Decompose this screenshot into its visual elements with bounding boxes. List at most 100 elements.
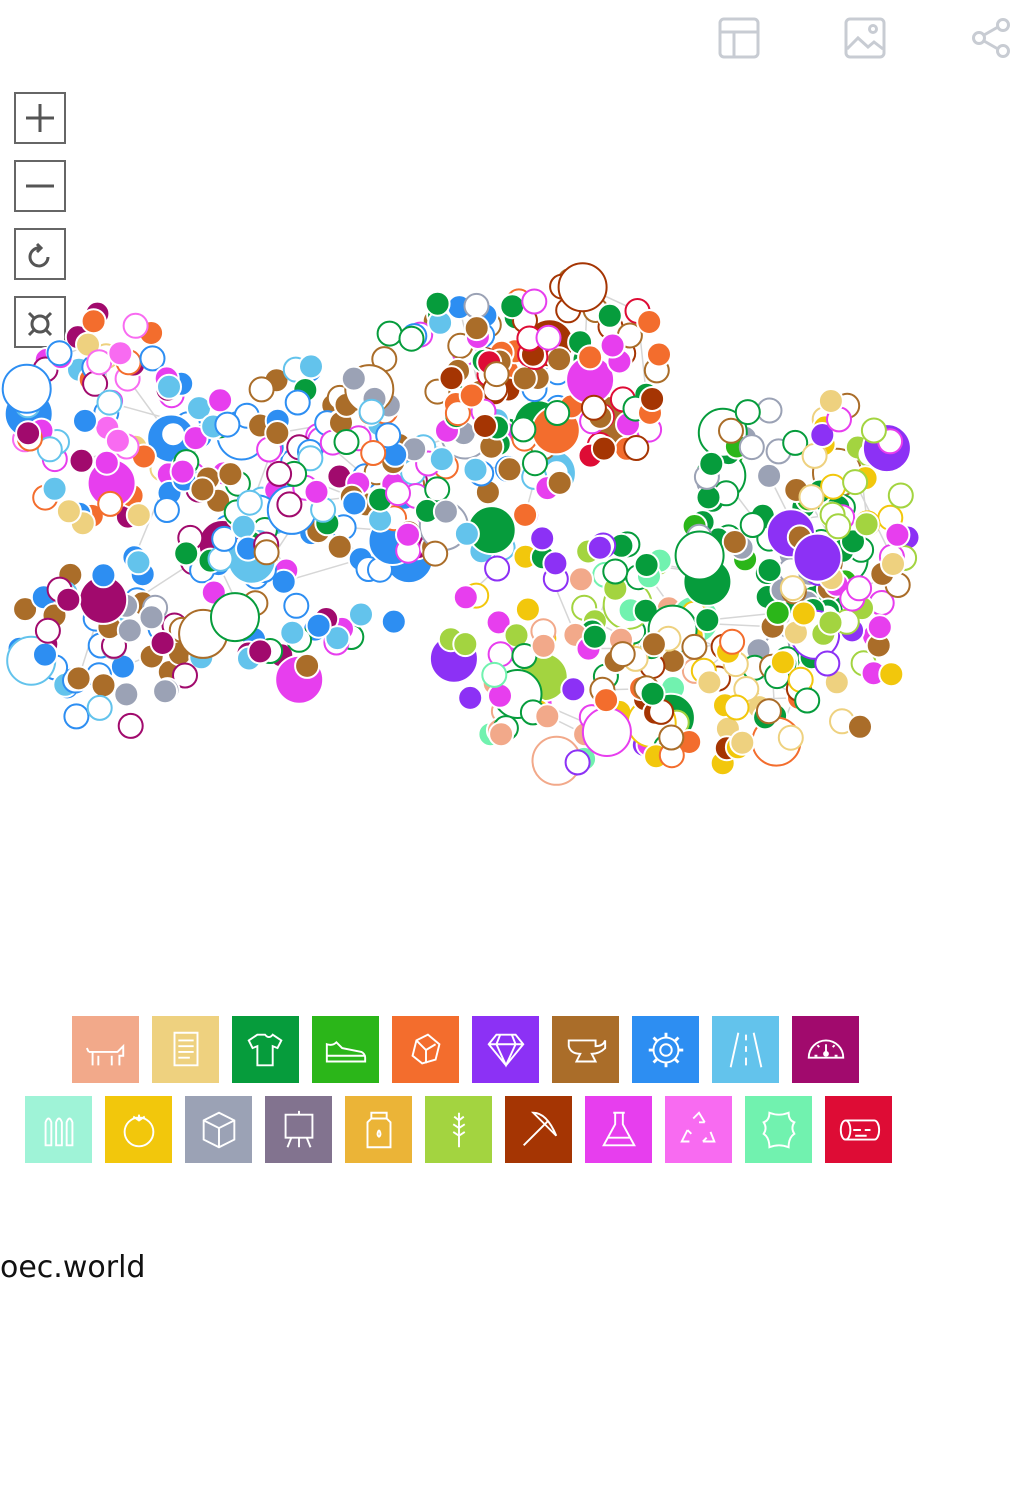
- product-node[interactable]: [568, 566, 594, 593]
- product-node[interactable]: [488, 721, 515, 748]
- network-nodes[interactable]: [1, 262, 921, 786]
- product-node[interactable]: [432, 498, 459, 525]
- product-node[interactable]: [590, 435, 617, 462]
- product-node[interactable]: [496, 456, 523, 483]
- product-node[interactable]: [860, 417, 887, 444]
- product-node[interactable]: [790, 600, 817, 627]
- product-node[interactable]: [887, 482, 914, 509]
- product-node[interactable]: [602, 558, 629, 585]
- product-node[interactable]: [122, 312, 149, 339]
- product-node[interactable]: [80, 308, 107, 335]
- product-node[interactable]: [560, 676, 587, 703]
- product-node[interactable]: [116, 617, 143, 644]
- product-node[interactable]: [817, 609, 844, 636]
- product-node[interactable]: [326, 533, 353, 560]
- product-node[interactable]: [172, 662, 198, 689]
- product-node[interactable]: [424, 290, 451, 317]
- legend-item-wood-products[interactable]: [825, 1096, 892, 1163]
- product-node[interactable]: [65, 665, 92, 692]
- product-node[interactable]: [438, 365, 465, 392]
- product-node[interactable]: [698, 450, 725, 477]
- legend-item-vegetable-products-2[interactable]: [425, 1096, 492, 1163]
- product-node[interactable]: [721, 529, 748, 555]
- legend-item-metals[interactable]: [552, 1016, 619, 1083]
- product-node[interactable]: [681, 633, 708, 660]
- product-node[interactable]: [214, 411, 241, 438]
- legend-item-animal-hides[interactable]: [745, 1096, 812, 1163]
- product-node[interactable]: [149, 630, 176, 656]
- product-node[interactable]: [230, 513, 257, 540]
- product-node[interactable]: [739, 512, 766, 538]
- product-node[interactable]: [324, 625, 351, 652]
- product-node[interactable]: [173, 540, 200, 567]
- product-node[interactable]: [729, 729, 756, 756]
- legend-item-machines[interactable]: [632, 1016, 699, 1083]
- product-node[interactable]: [718, 417, 744, 444]
- product-node[interactable]: [348, 601, 374, 628]
- product-node[interactable]: [341, 490, 368, 517]
- product-node[interactable]: [169, 458, 196, 485]
- product-node[interactable]: [398, 325, 425, 352]
- legend-item-animal-vegetable-oils[interactable]: [345, 1096, 412, 1163]
- product-node[interactable]: [452, 584, 479, 611]
- product-node[interactable]: [777, 724, 804, 751]
- product-node[interactable]: [764, 599, 791, 626]
- product-node[interactable]: [798, 484, 825, 511]
- legend-item-weapons[interactable]: [25, 1096, 92, 1163]
- product-node[interactable]: [639, 680, 666, 707]
- product-node[interactable]: [303, 478, 330, 505]
- product-node[interactable]: [581, 707, 632, 757]
- product-node[interactable]: [825, 513, 852, 540]
- product-node[interactable]: [769, 649, 796, 676]
- zoom-in-button[interactable]: [14, 92, 66, 144]
- product-node[interactable]: [599, 332, 626, 359]
- product-node[interactable]: [385, 480, 411, 507]
- product-node[interactable]: [360, 440, 387, 466]
- product-node[interactable]: [512, 501, 539, 528]
- legend-item-mineral-products[interactable]: [505, 1096, 572, 1163]
- legend-item-plastics-rubbers[interactable]: [665, 1096, 732, 1163]
- product-node[interactable]: [457, 684, 484, 711]
- product-node[interactable]: [534, 703, 561, 730]
- product-node[interactable]: [511, 365, 538, 392]
- legend-item-transportation[interactable]: [712, 1016, 779, 1083]
- product-node[interactable]: [878, 661, 905, 688]
- product-node[interactable]: [521, 288, 548, 315]
- product-node[interactable]: [189, 476, 216, 503]
- product-node[interactable]: [12, 596, 39, 623]
- product-node[interactable]: [756, 557, 783, 584]
- product-node[interactable]: [96, 389, 123, 416]
- product-node[interactable]: [639, 386, 666, 412]
- product-node[interactable]: [358, 398, 385, 425]
- product-node[interactable]: [485, 609, 512, 636]
- product-node[interactable]: [236, 489, 263, 516]
- product-node[interactable]: [522, 450, 548, 477]
- legend-item-miscellaneous[interactable]: [185, 1096, 252, 1163]
- legend-item-footwear[interactable]: [312, 1016, 379, 1083]
- legend-item-stone-glass[interactable]: [392, 1016, 459, 1083]
- product-node[interactable]: [294, 652, 321, 679]
- legend-item-instruments[interactable]: [792, 1016, 859, 1083]
- product-node[interactable]: [266, 460, 293, 487]
- product-node[interactable]: [586, 534, 613, 561]
- product-node[interactable]: [640, 631, 667, 658]
- product-node[interactable]: [817, 388, 844, 414]
- product-node[interactable]: [380, 608, 407, 635]
- product-node[interactable]: [68, 447, 95, 474]
- product-node[interactable]: [694, 607, 721, 634]
- product-node[interactable]: [340, 365, 367, 392]
- product-node[interactable]: [283, 592, 310, 619]
- legend-item-foodstuffs[interactable]: [105, 1096, 172, 1163]
- legend-item-animal-products[interactable]: [72, 1016, 139, 1083]
- product-node[interactable]: [734, 399, 761, 426]
- product-node[interactable]: [428, 446, 455, 473]
- product-node[interactable]: [846, 575, 873, 602]
- product-node[interactable]: [248, 376, 275, 403]
- product-node[interactable]: [284, 389, 311, 416]
- product-node[interactable]: [264, 420, 291, 446]
- save-image-button[interactable]: [841, 14, 889, 62]
- product-node[interactable]: [755, 698, 782, 725]
- product-node[interactable]: [63, 703, 90, 730]
- product-node[interactable]: [658, 724, 685, 751]
- zoom-out-button[interactable]: [14, 160, 66, 212]
